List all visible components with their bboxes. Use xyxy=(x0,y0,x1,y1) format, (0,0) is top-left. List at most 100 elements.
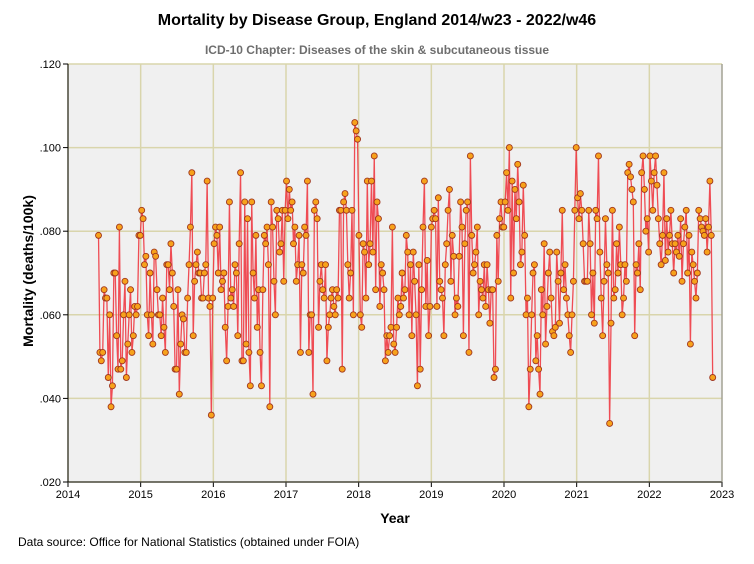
data-point xyxy=(223,357,231,365)
data-point xyxy=(188,169,196,177)
data-point xyxy=(415,261,423,269)
data-point xyxy=(567,348,575,356)
data-point xyxy=(199,294,207,302)
data-point xyxy=(660,169,668,177)
data-point xyxy=(439,294,446,302)
data-point xyxy=(443,240,451,248)
data-point xyxy=(482,302,490,310)
data-point xyxy=(387,323,395,331)
data-point xyxy=(95,231,102,239)
data-point xyxy=(192,261,200,269)
y-tick-label: .040 xyxy=(40,393,61,405)
data-point xyxy=(522,311,530,319)
data-point xyxy=(302,231,310,239)
data-point xyxy=(256,348,264,356)
data-point xyxy=(191,277,199,285)
data-point xyxy=(703,248,711,256)
data-point xyxy=(281,206,289,214)
data-point xyxy=(517,261,524,269)
data-point xyxy=(97,357,105,365)
data-point xyxy=(164,261,172,269)
data-point xyxy=(344,261,352,269)
data-point xyxy=(675,252,683,260)
data-point xyxy=(263,223,271,231)
data-point xyxy=(345,294,353,302)
y-tick-label: .060 xyxy=(40,310,61,322)
data-point xyxy=(677,215,685,223)
data-point xyxy=(539,311,547,319)
data-point xyxy=(402,231,410,239)
data-point xyxy=(503,169,511,177)
data-point xyxy=(224,302,232,310)
data-point xyxy=(313,215,321,223)
data-point xyxy=(530,261,538,269)
data-point xyxy=(180,315,187,323)
data-point xyxy=(560,286,568,294)
data-point xyxy=(650,169,658,177)
data-point xyxy=(532,357,540,365)
data-point xyxy=(657,261,665,269)
data-point xyxy=(441,261,449,269)
data-point xyxy=(525,403,533,411)
data-point xyxy=(374,215,382,223)
data-point xyxy=(136,231,144,239)
data-point xyxy=(189,332,197,340)
data-point xyxy=(579,240,587,248)
data-point xyxy=(324,323,332,331)
data-point xyxy=(656,240,664,248)
data-point xyxy=(217,286,225,294)
data-point xyxy=(202,261,210,269)
data-point xyxy=(451,311,459,319)
data-point xyxy=(613,240,621,248)
data-point xyxy=(427,223,435,231)
data-point xyxy=(597,294,605,302)
data-point xyxy=(563,294,570,302)
data-point xyxy=(647,177,655,185)
data-point xyxy=(401,286,409,294)
data-point xyxy=(599,332,607,340)
data-point xyxy=(356,311,364,319)
data-point xyxy=(686,340,694,348)
data-point xyxy=(160,323,168,331)
data-point xyxy=(592,206,600,214)
data-point xyxy=(168,269,176,277)
data-point xyxy=(241,198,249,206)
data-point xyxy=(629,198,637,206)
data-point xyxy=(128,348,136,356)
data-point xyxy=(347,269,355,277)
data-point xyxy=(297,348,304,356)
data-point xyxy=(533,332,541,340)
data-point xyxy=(283,177,290,185)
data-point xyxy=(457,198,465,206)
data-point xyxy=(331,311,339,319)
data-point xyxy=(510,269,517,277)
data-point xyxy=(242,340,250,348)
data-point xyxy=(631,332,639,340)
data-point xyxy=(248,198,256,206)
data-point xyxy=(518,248,526,256)
data-point xyxy=(338,365,346,373)
data-point xyxy=(124,340,132,348)
data-point xyxy=(393,323,400,331)
data-point xyxy=(653,181,661,189)
data-point xyxy=(115,223,123,231)
data-point xyxy=(340,198,348,206)
data-point xyxy=(546,248,554,256)
data-point xyxy=(469,269,477,277)
y-tick-label: .020 xyxy=(40,477,61,489)
data-point xyxy=(671,240,679,248)
data-point xyxy=(319,286,327,294)
data-point xyxy=(351,119,359,126)
data-point xyxy=(458,223,466,231)
data-point xyxy=(373,198,381,206)
data-point xyxy=(193,248,201,256)
y-tick-label: .120 xyxy=(40,59,61,71)
data-point xyxy=(251,294,258,302)
data-point xyxy=(237,169,245,177)
data-point xyxy=(659,231,666,239)
data-point xyxy=(472,248,480,256)
data-point xyxy=(511,185,519,193)
data-point xyxy=(310,206,318,214)
data-point xyxy=(295,231,303,239)
